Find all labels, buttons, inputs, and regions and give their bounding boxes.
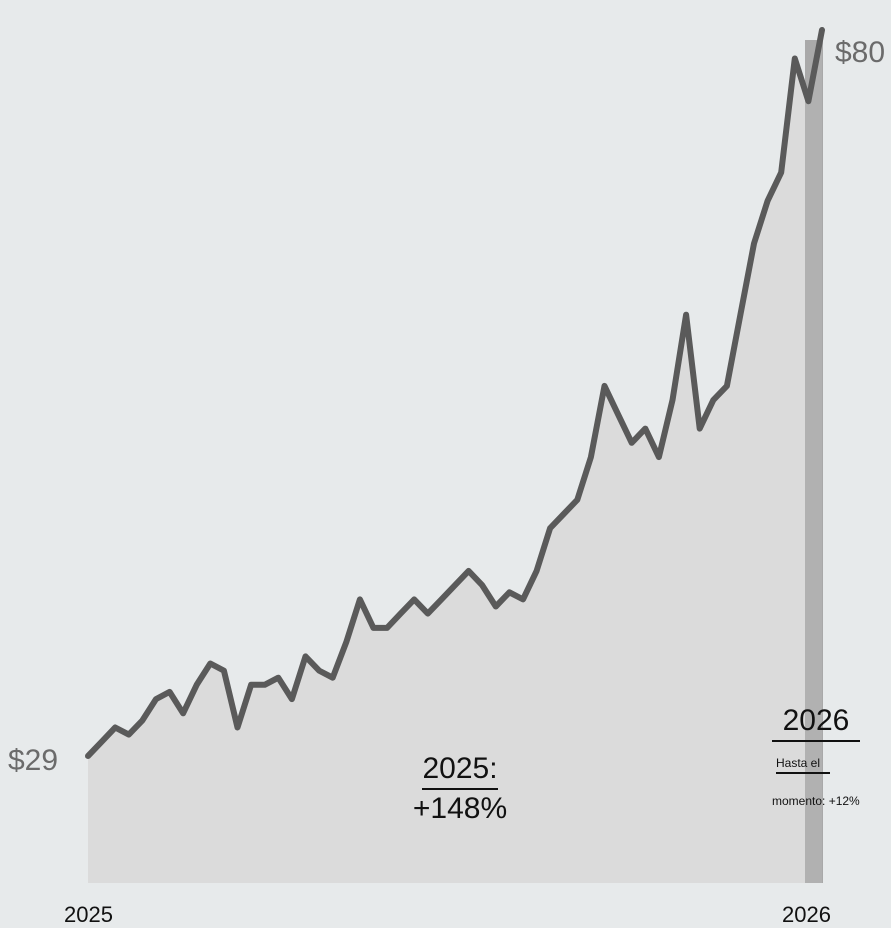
- x-tick-2026: 2026: [782, 902, 831, 927]
- data-point-20: [358, 597, 362, 601]
- data-point-48: [738, 313, 742, 317]
- data-point-36: [575, 498, 579, 502]
- data-point-9: [208, 662, 212, 665]
- data-point-17: [317, 669, 321, 673]
- data-point-47: [725, 384, 729, 388]
- data-point-18: [331, 676, 335, 680]
- end-price-label: $80: [835, 36, 886, 69]
- data-point-21: [371, 626, 375, 630]
- data-point-35: [562, 512, 566, 516]
- data-point-51: [779, 170, 783, 174]
- data-point-52: [793, 57, 797, 60]
- data-point-15: [290, 697, 294, 701]
- data-point-40: [630, 441, 634, 445]
- data-point-34: [548, 526, 552, 530]
- data-point-49: [752, 242, 756, 245]
- data-point-25: [426, 612, 430, 616]
- price-area: [88, 30, 822, 883]
- data-point-1: [100, 740, 104, 744]
- data-point-7: [181, 711, 185, 715]
- data-point-2: [113, 726, 117, 729]
- annotation-2026-sub1: Hasta el: [776, 756, 830, 774]
- data-point-27: [453, 583, 457, 587]
- data-point-37: [589, 455, 593, 459]
- data-point-19: [344, 640, 348, 644]
- data-point-4: [140, 718, 144, 722]
- data-point-16: [304, 654, 307, 658]
- data-point-32: [521, 597, 525, 601]
- data-point-8: [195, 683, 199, 687]
- data-point-3: [127, 733, 131, 737]
- data-point-41: [643, 427, 647, 431]
- start-price-label: $29: [8, 744, 59, 777]
- data-point-42: [657, 455, 661, 459]
- data-point-38: [603, 384, 606, 388]
- data-point-26: [439, 597, 443, 601]
- data-point-11: [236, 726, 239, 729]
- data-point-30: [494, 605, 498, 608]
- data-point-33: [535, 569, 539, 573]
- data-point-31: [507, 590, 511, 594]
- data-point-39: [616, 412, 620, 416]
- annotation-2025: 2025: +148%: [400, 752, 520, 826]
- annotation-2026-year: 2026: [772, 704, 860, 742]
- data-point-24: [412, 597, 416, 601]
- data-point-54: [820, 28, 824, 32]
- data-point-46: [711, 398, 715, 402]
- data-point-5: [154, 697, 158, 701]
- annotation-2025-year: 2025:: [422, 752, 498, 790]
- data-point-14: [276, 676, 280, 680]
- annotation-2026-sub2: momento: +12%: [772, 794, 860, 808]
- data-point-10: [222, 669, 226, 673]
- data-point-29: [480, 583, 484, 587]
- data-point-43: [671, 398, 674, 402]
- annotation-2026: 2026 Hasta el momento: +12%: [772, 704, 882, 808]
- data-point-45: [698, 427, 702, 431]
- ytd-band-overlay: [805, 40, 823, 883]
- data-point-23: [399, 612, 403, 616]
- data-point-0: [86, 754, 90, 758]
- data-point-28: [467, 569, 471, 573]
- data-point-6: [168, 690, 172, 694]
- x-tick-2025: 2025: [64, 902, 113, 927]
- data-point-53: [806, 99, 810, 103]
- annotation-2025-change: +148%: [412, 792, 508, 825]
- data-point-12: [249, 683, 253, 687]
- data-point-44: [684, 313, 688, 317]
- data-point-13: [263, 683, 267, 687]
- data-point-50: [766, 199, 770, 203]
- data-point-22: [385, 626, 389, 630]
